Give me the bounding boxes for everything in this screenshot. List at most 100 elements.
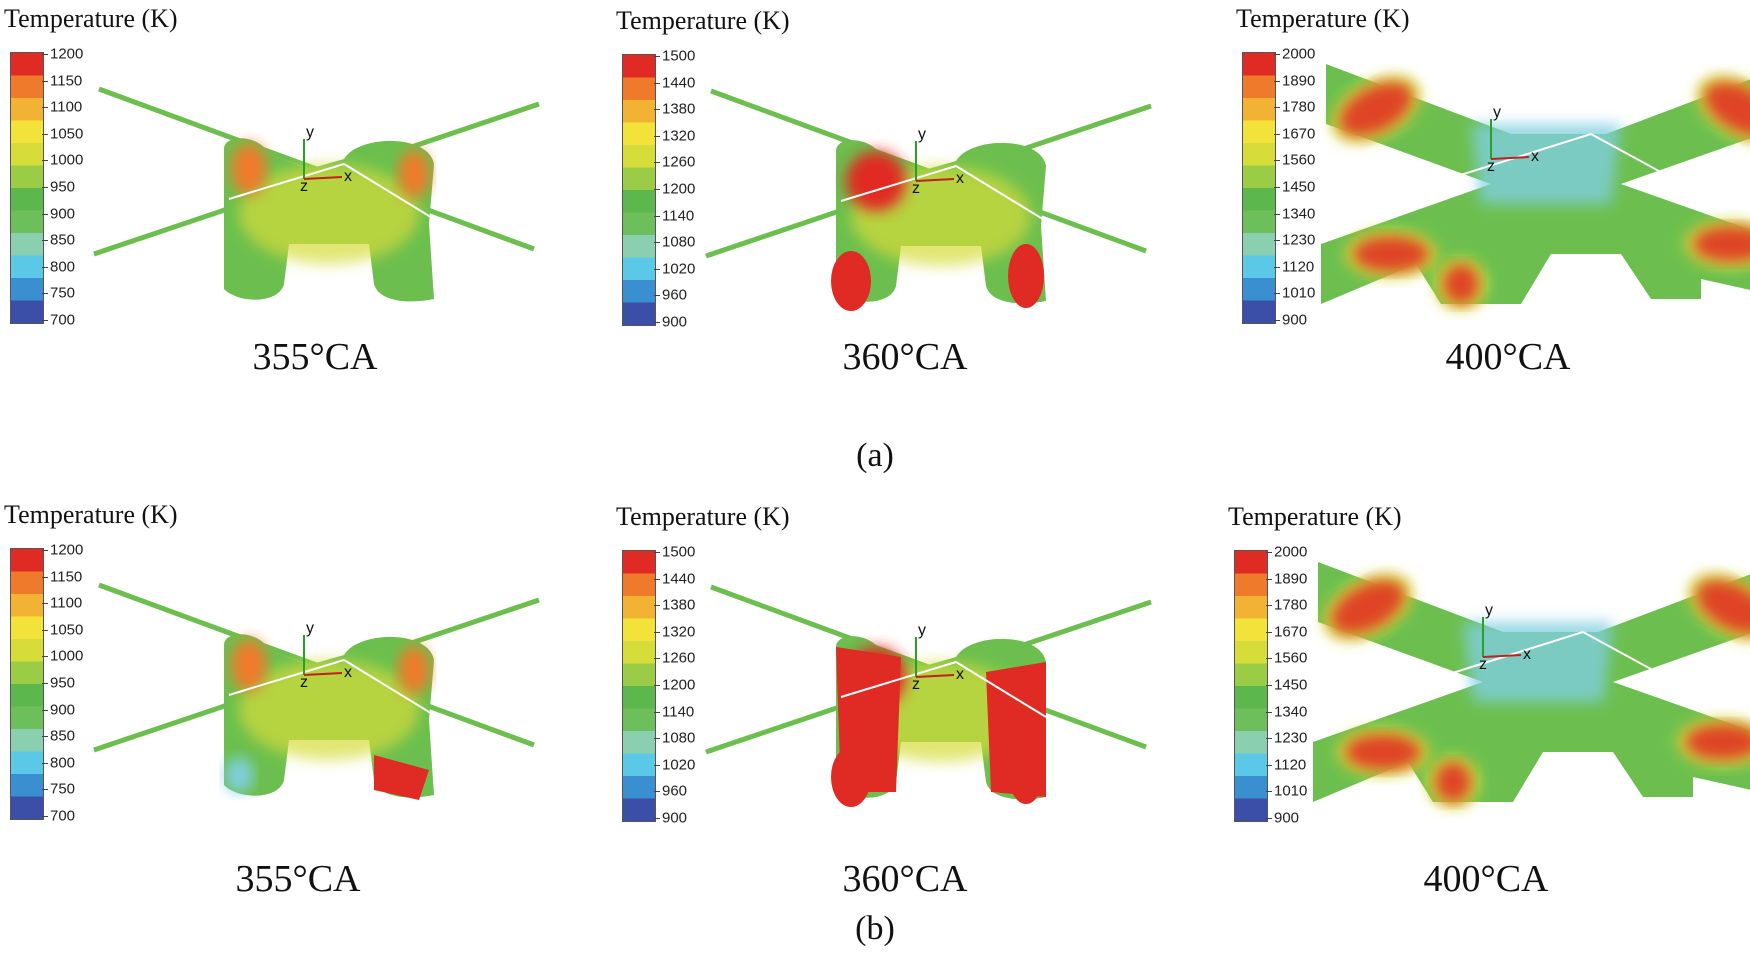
x-axis-label: x [956,666,964,683]
y-axis-label: y [1485,602,1493,619]
colorbar-tick-mark [42,293,48,295]
colorbar-tick-label: 900 [50,205,76,223]
colorbar-tick-mark [1274,133,1280,135]
caption-a-400: 400°CA [1445,336,1571,378]
colorbar-tick-label: 750 [50,284,76,302]
caption-a-360: 360°CA [842,336,968,378]
colorbar-tick-mark [1274,320,1280,321]
colorbar-tick-label: 1150 [50,72,83,90]
colorbar-tick-label: 900 [1274,809,1300,827]
colorbar-title: Temperature (K) [4,500,178,529]
colorbar-tick-label: 1100 [50,98,83,116]
section-line [1407,631,1584,688]
row-label-a: (a) [856,437,894,474]
colorbar-tick-mark [654,711,660,713]
colorbar-tick-label: 1450 [1274,676,1308,694]
colorbar-tick-mark [654,162,660,164]
colorbar-tick-label: 1230 [1274,729,1308,747]
colorbar-tick-label: 900 [662,313,688,331]
warm-region [239,660,419,760]
colorbar-tick-label: 960 [662,782,688,800]
caption-b-355: 355°CA [235,858,361,900]
hot-zone [231,639,267,691]
colorbar-tick-mark [1266,631,1272,633]
colorbar-tick-label: 1440 [662,570,696,588]
colorbar-tick-label: 1260 [662,649,696,667]
colorbar-tick-label: 1140 [662,207,695,225]
warm-region [239,164,419,264]
colorbar-tick-label: 1010 [1274,782,1308,800]
panel-b-360: Temperature (K) 1500 1440 1380 1320 1260 1200… [616,502,1196,902]
colorbar-tick-label: 1340 [1274,703,1308,721]
hot-zone-core [1443,264,1479,304]
panel-a-360: Temperature (K) 1500 1440 1380 1320 1260 1200… [616,6,1196,406]
colorbar-tick-mark [42,816,48,817]
hot-zone [398,646,430,694]
hot-zone [831,251,871,311]
colorbar-tick-label: 900 [662,809,688,827]
colorbar-tick-label: 1080 [662,233,696,251]
colorbar-tick-mark [42,266,48,268]
colorbar-tick-label: 1120 [1274,756,1307,774]
colorbar-tick-label: 1320 [662,623,696,641]
colorbar-tick-mark [42,213,48,215]
colorbar-tick-mark [654,791,660,793]
colorbar-tick-mark [654,631,660,633]
hot-zone-core [1704,81,1750,137]
colorbar-tick-mark [42,762,48,764]
panel-a-355: Temperature (K) 1200 1150 1100 1050 1000 950 9… [4,4,584,404]
colorbar-tick-mark [654,189,660,190]
x-axis [915,674,955,678]
colorbar-title: Temperature (K) [616,502,790,531]
colorbar-tick-mark [42,550,48,551]
hot-zone [231,143,267,195]
colorbar-tick-mark [42,736,48,738]
colorbar [622,54,656,326]
hot-zone-core [1331,579,1405,635]
panel-b-355: Temperature (K) 1200 1150 1100 1050 1000 950 9… [4,500,584,900]
colorbar-tick-mark [1274,293,1280,295]
colorbar [10,548,44,820]
y-axis-label: y [306,620,314,637]
colorbar-tick-mark [42,320,48,321]
x-axis [1490,156,1530,160]
colorbar-tick-label: 1450 [1282,178,1316,196]
x-axis-label: x [1523,646,1531,663]
x-axis [303,672,343,676]
colorbar-tick-label: 700 [50,311,76,329]
x-axis [915,178,955,182]
colorbar-tick-label: 1080 [662,729,696,747]
temperature-field: y x z [1321,64,1750,310]
caption-a-355: 355°CA [252,336,378,378]
y-axis-label: y [306,124,314,141]
colorbar-tick-mark [654,764,660,766]
colorbar-tick-mark [42,54,48,55]
colorbar-tick-mark [42,80,48,82]
colorbar-tick-mark [1266,685,1272,686]
temperature-field: y x z [705,584,1152,807]
colorbar-tick-mark [1274,160,1280,162]
y-axis-label: y [918,126,926,143]
colorbar-title: Temperature (K) [1228,502,1402,531]
colorbar-tick-mark [42,576,48,578]
colorbar-tick-mark [1266,738,1272,740]
colorbar-tick-mark [654,818,660,819]
hot-zone [1008,244,1044,308]
colorbar-tick-label: 960 [662,286,688,304]
x-axis-label: x [956,170,964,187]
colorbar-tick-mark [654,552,660,553]
panel-b-400: Temperature (K) 2000 1890 1780 1670 1560 1450… [1228,502,1750,902]
hot-zone-core [1696,579,1750,635]
colorbar-tick-label: 950 [50,178,76,196]
colorbar-tick-label: 2000 [1274,543,1308,561]
colorbar-tick-label: 750 [50,780,76,798]
colorbar-tick-mark [1266,552,1272,553]
x-axis-label: x [344,168,352,185]
caption-b-360: 360°CA [842,858,968,900]
colorbar-tick-label: 1140 [662,703,695,721]
colorbar-tick-label: 1560 [1274,649,1308,667]
colorbar-tick-label: 1890 [1274,570,1308,588]
colorbar-tick-label: 1020 [662,260,696,278]
temperature-field: y x z [1313,562,1750,808]
colorbar-tick-mark [654,578,660,580]
